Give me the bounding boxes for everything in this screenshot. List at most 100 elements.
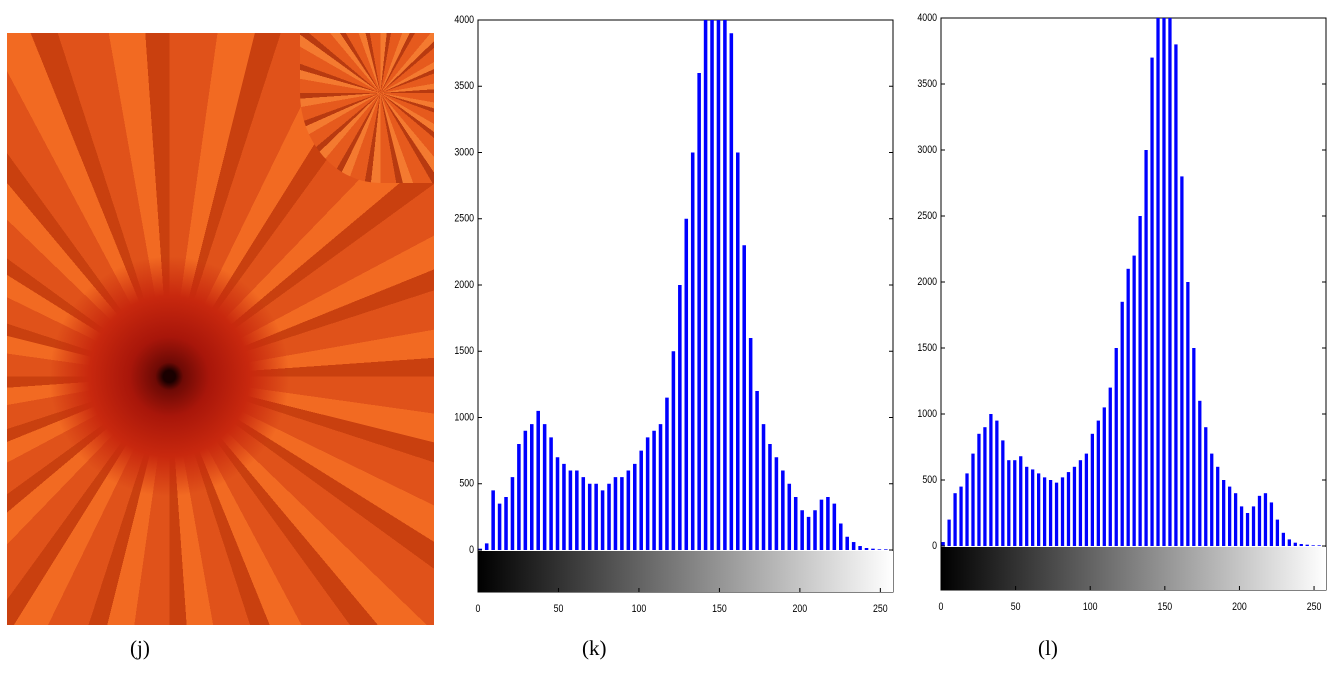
bar — [1042, 477, 1047, 546]
bar — [1060, 477, 1065, 546]
y-tick-label: 4000 — [454, 14, 474, 26]
bar — [800, 510, 804, 550]
bar — [1120, 301, 1124, 546]
bar — [1275, 519, 1280, 546]
bar — [1245, 513, 1250, 546]
bar — [671, 351, 676, 550]
bar — [1078, 460, 1083, 546]
bar — [971, 453, 975, 546]
bar — [633, 463, 637, 550]
bar — [1066, 472, 1071, 546]
bar — [1114, 348, 1118, 546]
bar — [1210, 453, 1214, 546]
bar — [1263, 493, 1268, 546]
bar — [965, 473, 969, 546]
bar — [1138, 216, 1142, 546]
bar — [959, 486, 963, 546]
bar — [742, 245, 746, 550]
y-tick-label: 500 — [459, 478, 474, 490]
y-tick-label: 3500 — [454, 80, 474, 92]
y-tick-label: 3000 — [454, 147, 474, 159]
bar — [819, 499, 824, 550]
bar — [864, 548, 869, 550]
bar — [1037, 473, 1041, 546]
bar — [977, 433, 981, 546]
y-tick-label: 0 — [932, 540, 937, 552]
bar — [1126, 268, 1130, 546]
bar — [871, 548, 875, 550]
bar — [530, 424, 534, 550]
y-tick-label: 3000 — [917, 144, 937, 156]
bar — [587, 483, 592, 550]
bar — [684, 218, 689, 550]
bar — [478, 548, 483, 550]
bar — [510, 477, 515, 550]
bar — [1269, 502, 1274, 546]
bar — [953, 493, 957, 546]
y-tick-label: 3500 — [917, 78, 937, 90]
bar — [1144, 150, 1148, 546]
bar — [581, 477, 586, 550]
bar — [845, 536, 849, 550]
bar — [947, 519, 951, 546]
bar — [1216, 466, 1220, 546]
bar — [787, 483, 792, 550]
bar — [1305, 544, 1309, 546]
bar — [983, 427, 987, 546]
y-tick-label: 2000 — [454, 279, 474, 291]
bar — [1174, 44, 1178, 546]
colorbar — [941, 547, 1326, 590]
bar — [620, 477, 624, 550]
bar — [1239, 506, 1244, 546]
x-tick-label: 150 — [1157, 601, 1172, 613]
bar — [1162, 18, 1166, 546]
bar — [1025, 466, 1029, 546]
bar — [542, 424, 547, 550]
bar — [536, 410, 540, 550]
y-tick-label: 2500 — [917, 210, 937, 222]
x-tick-label: 200 — [1232, 601, 1247, 613]
colorbar — [478, 551, 893, 592]
bar — [710, 20, 714, 550]
bar — [562, 463, 566, 550]
bar — [989, 414, 993, 546]
x-tick-label: 200 — [793, 603, 808, 615]
x-tick-label: 100 — [632, 603, 647, 615]
bar — [884, 549, 888, 550]
bar — [690, 152, 695, 550]
bar — [1072, 466, 1077, 546]
bar — [568, 470, 573, 550]
bar — [600, 490, 605, 550]
bar — [497, 503, 502, 550]
bar — [613, 477, 618, 550]
bar — [941, 542, 945, 546]
bars — [478, 20, 888, 550]
bar — [736, 152, 740, 550]
bar — [877, 549, 882, 550]
bar — [703, 20, 708, 550]
bar — [729, 33, 734, 550]
x-tick-label: 150 — [712, 603, 727, 615]
bar — [575, 470, 579, 550]
bar — [1311, 545, 1315, 546]
bar — [1293, 542, 1297, 546]
bar — [639, 450, 643, 550]
caption: (k) — [582, 636, 607, 660]
bar — [1048, 480, 1053, 546]
y-tick-label: 2000 — [917, 276, 937, 288]
bar — [761, 424, 766, 550]
bar — [697, 73, 701, 550]
bar — [594, 483, 598, 550]
bar — [1180, 176, 1184, 546]
bar — [858, 546, 862, 550]
bar — [1031, 469, 1035, 546]
bar — [851, 542, 856, 550]
bar — [1102, 407, 1106, 546]
bar — [626, 470, 631, 550]
x-tick-label: 0 — [476, 603, 481, 615]
bar — [555, 457, 560, 550]
x-tick-label: 250 — [1307, 601, 1322, 613]
bar — [1287, 539, 1291, 546]
